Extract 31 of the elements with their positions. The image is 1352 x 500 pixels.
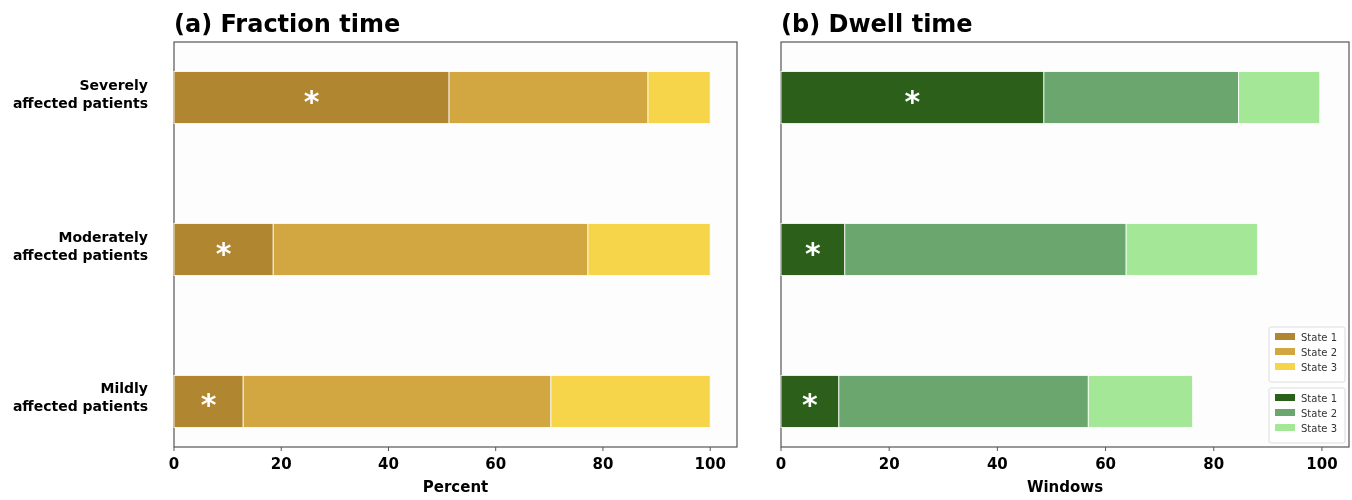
- x-tick-label: 80: [592, 455, 614, 473]
- x-tick-label: 100: [694, 455, 726, 473]
- annotation: *: [904, 83, 921, 119]
- x-tick-label: 100: [1306, 455, 1338, 473]
- chart-title: (a) Fraction time: [174, 10, 401, 38]
- x-tick-label: 0: [775, 455, 787, 473]
- annotation: *: [303, 83, 320, 119]
- legend-label: State 2: [1301, 347, 1338, 358]
- y-tick-label: Severely affected patients: [12, 76, 148, 111]
- x-axis-title: Percent: [422, 478, 489, 496]
- annotation: *: [802, 387, 819, 423]
- annotation: *: [200, 387, 217, 423]
- legend-label: State 3: [1301, 362, 1338, 373]
- chart-title: (b) Dwell time: [781, 10, 973, 38]
- legend-label: State 1: [1301, 393, 1338, 404]
- y-tick-label: Moderately affected patients: [12, 228, 148, 263]
- x-tick-label: 20: [878, 455, 900, 473]
- x-tick-label: 60: [1095, 455, 1117, 473]
- annotation: *: [805, 235, 822, 271]
- annotation: *: [215, 235, 232, 271]
- x-tick-label: 40: [378, 455, 399, 473]
- x-tick-label: 60: [485, 455, 507, 473]
- x-tick-label: 0: [168, 455, 180, 473]
- x-axis-title: Windows: [1026, 478, 1104, 496]
- x-tick-label: 40: [986, 455, 1008, 473]
- legend-label: State 3: [1301, 423, 1338, 434]
- legend-label: State 2: [1301, 408, 1338, 419]
- x-tick-label: 20: [270, 455, 292, 473]
- legend-label: State 1: [1301, 332, 1338, 343]
- x-tick-label: 80: [1203, 455, 1225, 473]
- y-tick-label: Mildly affected patients: [12, 380, 148, 415]
